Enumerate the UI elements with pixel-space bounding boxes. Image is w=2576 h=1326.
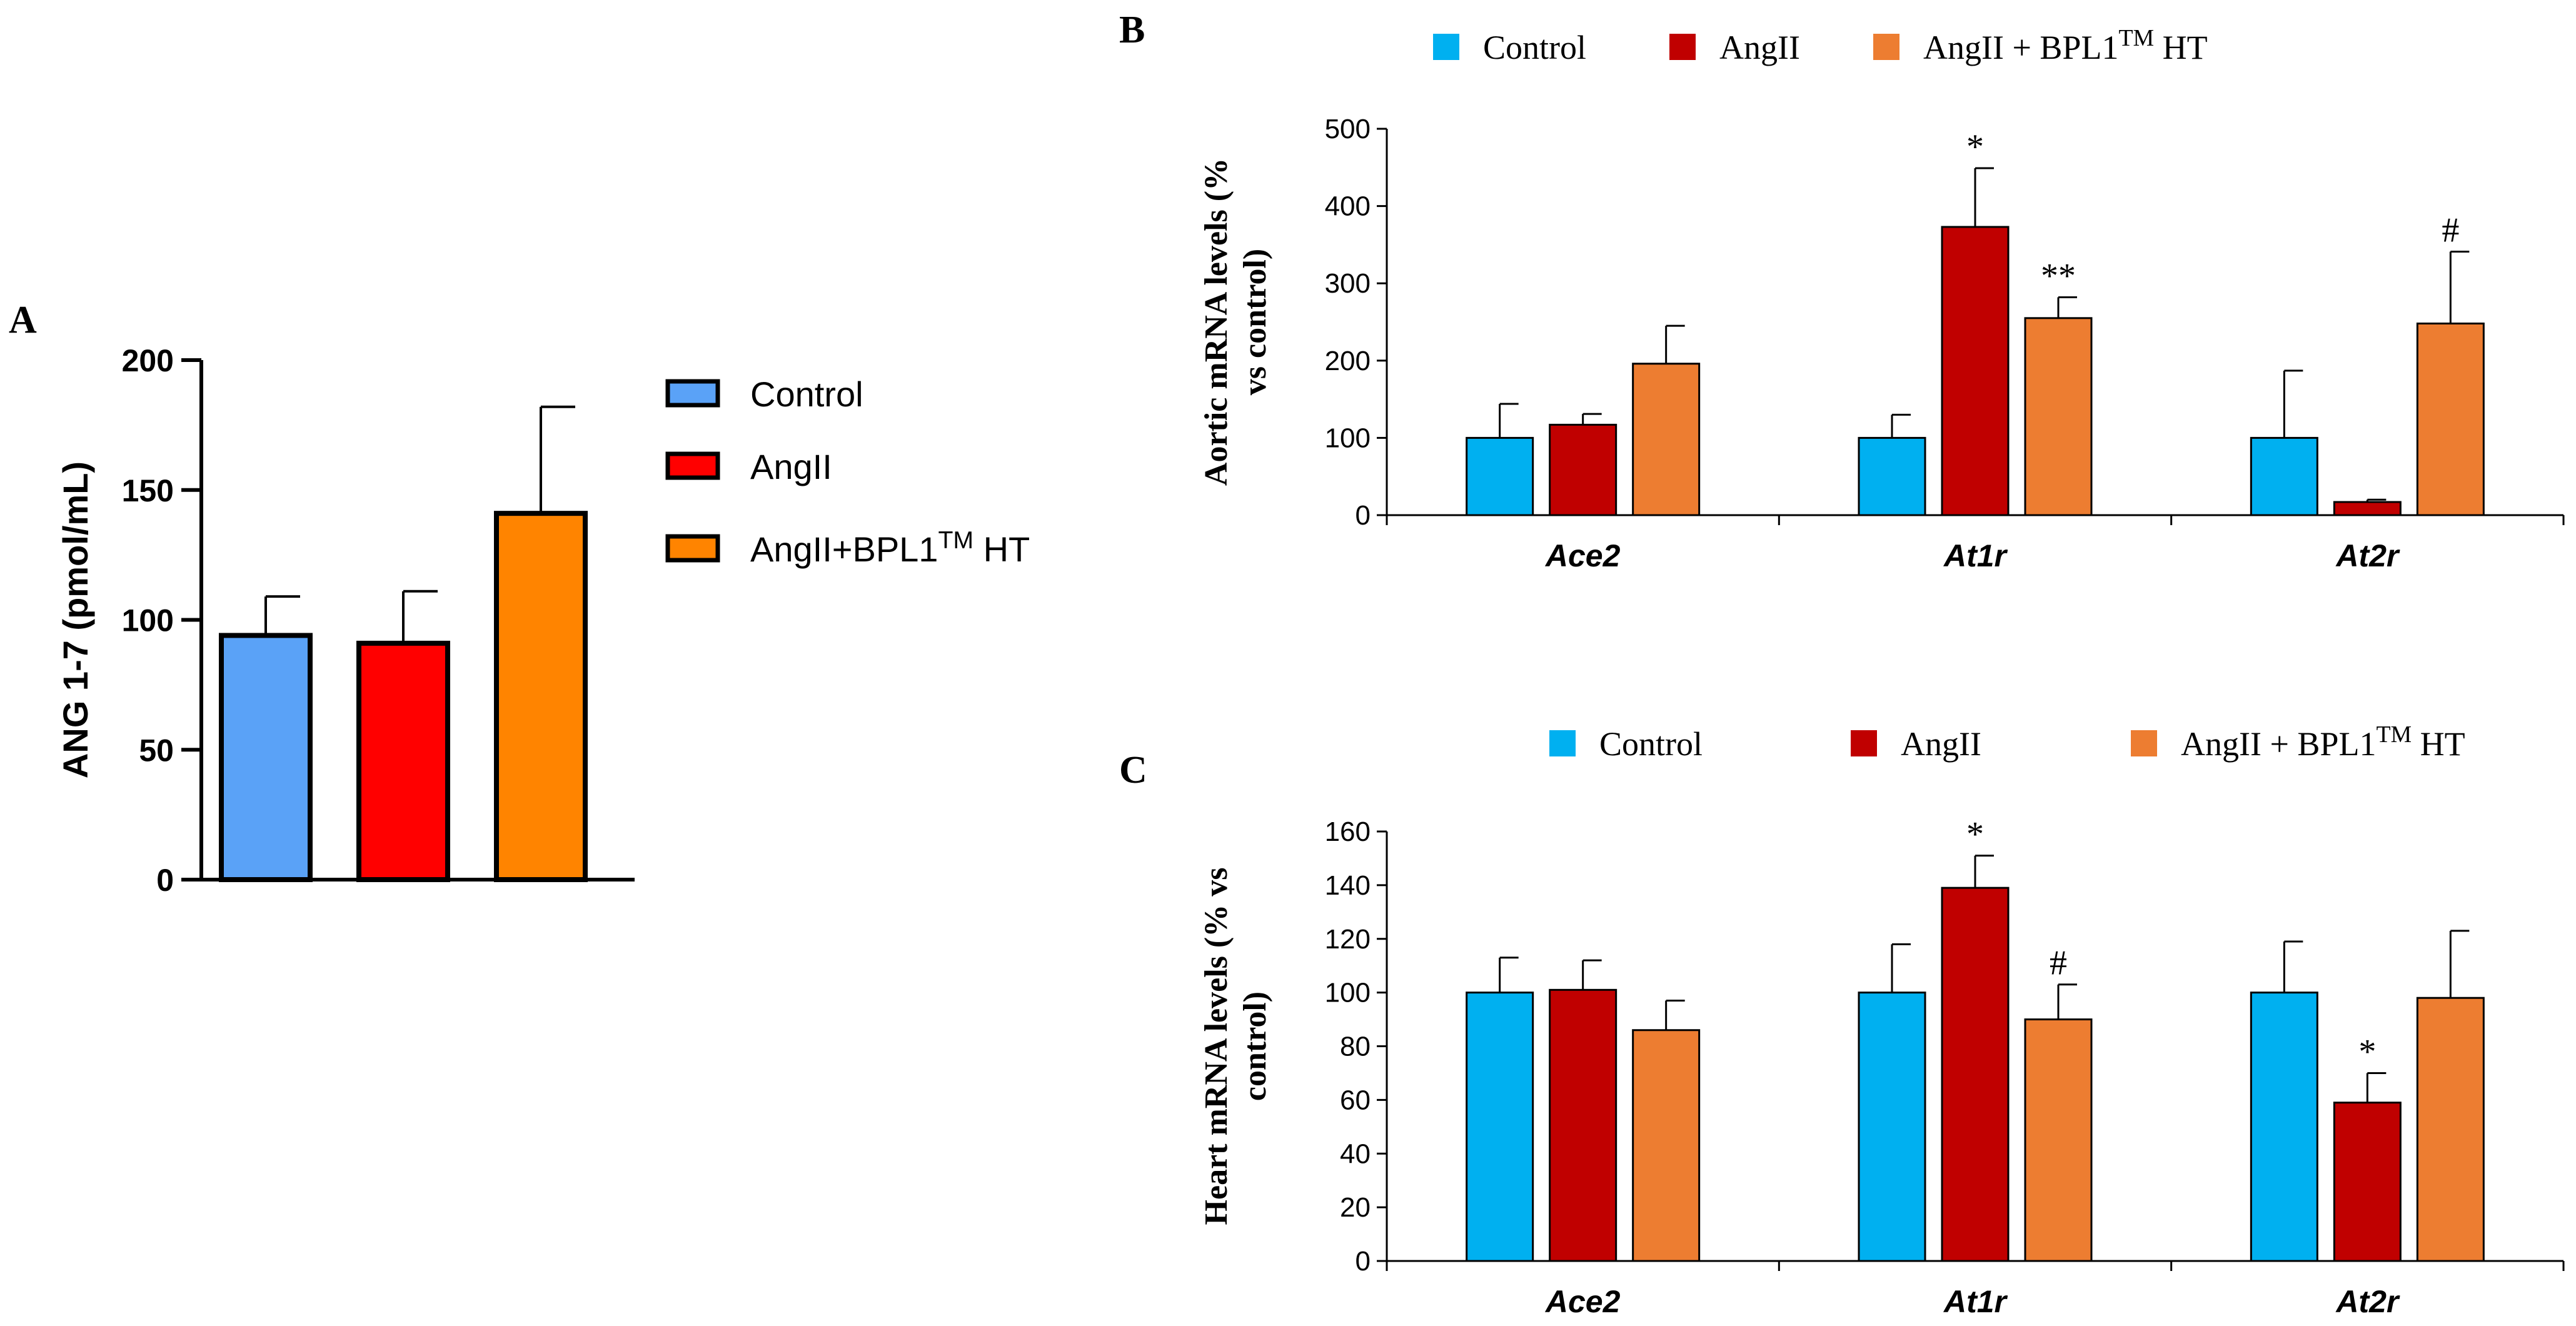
y-tick-label: 80	[1340, 1032, 1371, 1062]
y-tick-label: 200	[1325, 346, 1371, 376]
legend-label: AngII	[750, 447, 832, 486]
legend-label: AngII + BPL1TM HT	[2181, 721, 2465, 763]
category-label: At2r	[2335, 1284, 2400, 1319]
bar-at2r-1	[2333, 501, 2402, 516]
y-tick-label: 50	[139, 733, 174, 768]
bar-ace2-0	[1466, 992, 1534, 1262]
significance-marker: #	[2442, 211, 2459, 250]
legend-label: AngII + BPL1TM HT	[1923, 25, 2208, 66]
y-axis-label: ANG 1-7 (pmol/mL)	[56, 461, 95, 778]
y-tick-label: 60	[1340, 1085, 1371, 1115]
legend-label: AngII+BPL1TM HT	[750, 527, 1030, 570]
bar-ace2-2	[1632, 1029, 1701, 1262]
category-label: Ace2	[1544, 1284, 1621, 1319]
y-axis-label: Heart mRNA levels (% vscontrol)	[1199, 868, 1273, 1225]
bar-control	[219, 633, 313, 882]
y-tick-label: 150	[122, 473, 174, 508]
y-tick-label: 0	[156, 863, 174, 898]
bar-at1r-1	[1941, 887, 2010, 1262]
bar-at1r-1	[1941, 226, 2010, 516]
significance-marker: **	[2041, 256, 2076, 295]
significance-marker: *	[1966, 128, 1984, 166]
y-tick-label: 100	[122, 603, 174, 638]
y-tick-label: 0	[1356, 1246, 1371, 1277]
y-tick-label: 120	[1325, 924, 1371, 955]
legend-swatch	[1669, 34, 1696, 60]
legend-swatch	[1433, 34, 1459, 60]
legend-swatch	[665, 534, 720, 563]
y-axis-label: Aortic mRNA levels (%vs control)	[1199, 158, 1273, 486]
legend-swatch	[1851, 730, 1877, 756]
panel-label-b: B	[1119, 9, 1145, 51]
bar-ace2-1	[1549, 423, 1618, 516]
legend-label: Control	[1483, 29, 1586, 66]
bar-at2r-1	[2333, 1102, 2402, 1262]
category-label: At1r	[1943, 538, 2008, 573]
panel-label-c: C	[1119, 749, 1147, 791]
bar-ace2-1	[1549, 988, 1618, 1262]
significance-marker: *	[1966, 815, 1984, 854]
category-label: At2r	[2335, 538, 2400, 573]
significance-marker: #	[2050, 944, 2067, 983]
bar-at2r-2	[2416, 322, 2485, 516]
panel-a-chart: 0 50 100 150 200 ANG 1-7 (pmol/mL) Control AngI…	[56, 343, 1030, 898]
bar-at1r-2	[2024, 1018, 2093, 1262]
y-tick-label: 20	[1340, 1192, 1371, 1223]
legend-label: AngII	[1901, 725, 1981, 763]
y-tick-label: 400	[1325, 191, 1371, 222]
bar-at2r-0	[2250, 436, 2318, 516]
legend-swatch	[1873, 34, 1899, 60]
bar-at1r-0	[1858, 436, 1926, 516]
y-tick-label: 200	[122, 343, 174, 378]
legend-swatch	[665, 379, 720, 408]
legend-label: Control	[1599, 725, 1703, 763]
bar-ace2-2	[1632, 363, 1701, 516]
legend-label: AngII	[1719, 29, 1800, 66]
bar-at1r-2	[2024, 317, 2093, 516]
legend-label: Control	[750, 374, 863, 414]
y-tick-label: 500	[1325, 114, 1371, 144]
y-tick-label: 40	[1340, 1138, 1371, 1169]
bar-angii-bpl1tm-ht	[494, 511, 588, 882]
significance-marker: *	[2358, 1032, 2376, 1071]
y-tick-label: 140	[1325, 870, 1371, 901]
y-tick-label: 100	[1325, 423, 1371, 453]
legend-swatch	[665, 451, 720, 480]
y-tick-label: 0	[1356, 500, 1371, 531]
panel-label-a: A	[9, 299, 37, 341]
bar-at1r-0	[1858, 992, 1926, 1262]
bar-at2r-2	[2416, 997, 2485, 1262]
bar-at2r-0	[2250, 992, 2318, 1262]
panel-c-chart: 0 20 40 60 80 100 120 140 160 Ace2 At1r * # At2r * Hear…	[1199, 721, 2565, 1319]
bar-ace2-0	[1466, 436, 1534, 516]
y-tick-label: 160	[1325, 816, 1371, 847]
bar-angii	[356, 640, 450, 883]
y-tick-label: 100	[1325, 978, 1371, 1008]
category-label: At1r	[1943, 1284, 2008, 1319]
category-label: Ace2	[1544, 538, 1621, 573]
legend-swatch	[1549, 730, 1576, 756]
legend-swatch	[2131, 730, 2157, 756]
y-tick-label: 300	[1325, 268, 1371, 299]
